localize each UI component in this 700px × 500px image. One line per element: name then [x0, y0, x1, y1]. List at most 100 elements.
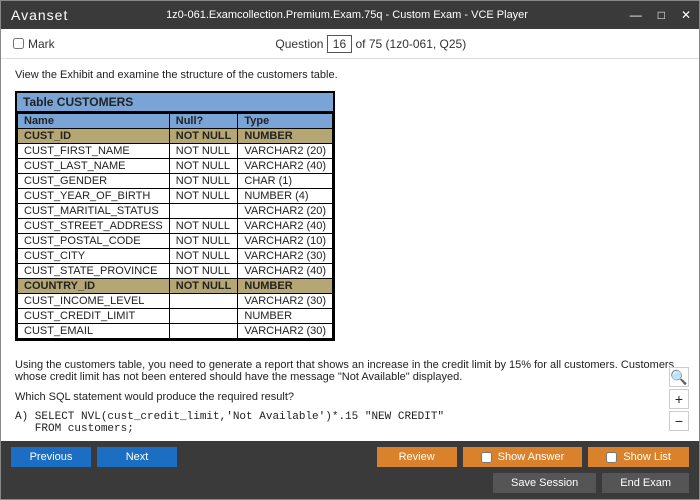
table-cell: CUST_STREET_ADDRESS	[18, 219, 170, 234]
content-area: View the Exhibit and examine the structu…	[1, 59, 699, 441]
table-cell: NOT NULL	[169, 219, 238, 234]
table-cell: VARCHAR2 (30)	[238, 324, 333, 339]
table-row: CUST_CREDIT_LIMIT NUMBER	[18, 309, 333, 324]
table-cell: CUST_INCOME_LEVEL	[18, 294, 170, 309]
table-row: CUST_YEAR_OF_BIRTHNOT NULLNUMBER (4)	[18, 189, 333, 204]
table-row: CUST_STREET_ADDRESSNOT NULLVARCHAR2 (40)	[18, 219, 333, 234]
table-row: CUST_STATE_PROVINCENOT NULLVARCHAR2 (40)	[18, 264, 333, 279]
close-icon[interactable]: ✕	[677, 8, 695, 22]
table-cell: NUMBER	[238, 279, 333, 294]
titlebar: Avanset 1z0-061.Examcollection.Premium.E…	[1, 1, 699, 29]
table-row: CUST_FIRST_NAMENOT NULLVARCHAR2 (20)	[18, 144, 333, 159]
window-title: 1z0-061.Examcollection.Premium.Exam.75q …	[68, 9, 625, 21]
zoom-out-button[interactable]: −	[669, 411, 689, 431]
table-cell: NUMBER (4)	[238, 189, 333, 204]
end-exam-button[interactable]: End Exam	[602, 473, 689, 493]
customers-table: Table CUSTOMERS NameNull?Type CUST_IDNOT…	[15, 91, 335, 341]
show-list-checkbox[interactable]	[606, 452, 617, 463]
table-cell: VARCHAR2 (30)	[238, 294, 333, 309]
question-word: Question	[275, 37, 323, 51]
table-cell: VARCHAR2 (10)	[238, 234, 333, 249]
question-header: Mark Question 16 of 75 (1z0-061, Q25)	[1, 29, 699, 59]
table-cell: NOT NULL	[169, 174, 238, 189]
table-row: CUST_MARITIAL_STATUS VARCHAR2 (20)	[18, 204, 333, 219]
table-cell	[169, 294, 238, 309]
next-button[interactable]: Next	[97, 447, 177, 467]
table-row: COUNTRY_IDNOT NULLNUMBER	[18, 279, 333, 294]
footer-bar: Previous Next Review Show Answer Show Li…	[1, 441, 699, 473]
table-cell: VARCHAR2 (40)	[238, 159, 333, 174]
mark-label: Mark	[28, 37, 55, 51]
table-cell: VARCHAR2 (20)	[238, 204, 333, 219]
table-cell: CUST_YEAR_OF_BIRTH	[18, 189, 170, 204]
mark-checkbox[interactable]	[13, 38, 24, 49]
table-row: CUST_CITYNOT NULLVARCHAR2 (30)	[18, 249, 333, 264]
table-title: Table CUSTOMERS	[17, 93, 333, 113]
table-cell: NOT NULL	[169, 264, 238, 279]
logo: Avanset	[11, 7, 68, 23]
paragraph-2: Which SQL statement would produce the re…	[15, 391, 685, 403]
zoom-controls: 🔍 + −	[669, 367, 689, 431]
show-list-button[interactable]: Show List	[588, 447, 689, 467]
table-cell: NOT NULL	[169, 189, 238, 204]
footer-bar-2: Save Session End Exam	[1, 473, 699, 499]
window-controls: — □ ✕	[626, 8, 695, 22]
instruction-text: View the Exhibit and examine the structu…	[15, 69, 685, 81]
minimize-icon[interactable]: —	[626, 8, 646, 22]
data-table: NameNull?Type CUST_IDNOT NULLNUMBERCUST_…	[17, 113, 333, 339]
table-row: CUST_IDNOT NULLNUMBER	[18, 129, 333, 144]
table-header-cell: Name	[18, 114, 170, 129]
table-cell: VARCHAR2 (40)	[238, 219, 333, 234]
save-session-button[interactable]: Save Session	[493, 473, 596, 493]
table-cell: CHAR (1)	[238, 174, 333, 189]
table-cell: CUST_MARITIAL_STATUS	[18, 204, 170, 219]
table-header-cell: Type	[238, 114, 333, 129]
magnify-icon[interactable]: 🔍	[669, 367, 689, 387]
table-row: CUST_LAST_NAMENOT NULLVARCHAR2 (40)	[18, 159, 333, 174]
table-cell: CUST_LAST_NAME	[18, 159, 170, 174]
table-row: CUST_EMAIL VARCHAR2 (30)	[18, 324, 333, 339]
table-cell: CUST_POSTAL_CODE	[18, 234, 170, 249]
previous-button[interactable]: Previous	[11, 447, 91, 467]
table-cell: NOT NULL	[169, 279, 238, 294]
table-cell: NUMBER	[238, 129, 333, 144]
table-cell: CUST_CITY	[18, 249, 170, 264]
table-cell: CUST_ID	[18, 129, 170, 144]
table-cell: CUST_CREDIT_LIMIT	[18, 309, 170, 324]
table-cell: NUMBER	[238, 309, 333, 324]
table-cell	[169, 204, 238, 219]
show-list-label: Show List	[623, 451, 671, 463]
table-cell: CUST_EMAIL	[18, 324, 170, 339]
table-cell: CUST_FIRST_NAME	[18, 144, 170, 159]
table-cell: CUST_STATE_PROVINCE	[18, 264, 170, 279]
review-button[interactable]: Review	[377, 447, 457, 467]
maximize-icon[interactable]: □	[654, 8, 669, 22]
table-cell: VARCHAR2 (30)	[238, 249, 333, 264]
table-cell: NOT NULL	[169, 144, 238, 159]
show-answer-button[interactable]: Show Answer	[463, 447, 583, 467]
table-row: CUST_INCOME_LEVEL VARCHAR2 (30)	[18, 294, 333, 309]
question-total: of 75 (1z0-061, Q25)	[356, 37, 467, 51]
table-cell	[169, 309, 238, 324]
table-cell: VARCHAR2 (20)	[238, 144, 333, 159]
table-cell: NOT NULL	[169, 249, 238, 264]
show-answer-label: Show Answer	[498, 451, 565, 463]
zoom-in-button[interactable]: +	[669, 389, 689, 409]
table-row: CUST_POSTAL_CODENOT NULLVARCHAR2 (10)	[18, 234, 333, 249]
table-cell: VARCHAR2 (40)	[238, 264, 333, 279]
question-number: 16	[327, 35, 352, 53]
table-cell: NOT NULL	[169, 159, 238, 174]
option-a[interactable]: A) SELECT NVL(cust_credit_limit,'Not Ava…	[15, 411, 685, 435]
table-cell: NOT NULL	[169, 129, 238, 144]
mark-checkbox-wrap[interactable]: Mark	[13, 37, 55, 51]
table-header-cell: Null?	[169, 114, 238, 129]
table-cell: COUNTRY_ID	[18, 279, 170, 294]
paragraph-1: Using the customers table, you need to g…	[15, 359, 685, 383]
table-cell: CUST_GENDER	[18, 174, 170, 189]
table-row: CUST_GENDERNOT NULLCHAR (1)	[18, 174, 333, 189]
show-answer-checkbox[interactable]	[481, 452, 492, 463]
app-window: Avanset 1z0-061.Examcollection.Premium.E…	[0, 0, 700, 500]
question-counter: Question 16 of 75 (1z0-061, Q25)	[55, 35, 687, 53]
table-cell	[169, 324, 238, 339]
table-cell: NOT NULL	[169, 234, 238, 249]
